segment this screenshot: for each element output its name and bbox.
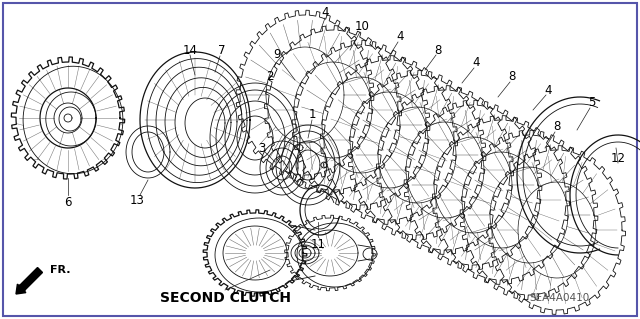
Text: 4: 4 [321,6,329,19]
Text: 8: 8 [554,121,561,133]
Text: 8: 8 [508,70,516,84]
FancyArrow shape [16,268,42,294]
Text: 5: 5 [588,97,596,109]
Text: SECOND CLUTCH: SECOND CLUTCH [159,291,291,305]
Text: 6: 6 [64,196,72,209]
Text: 7: 7 [218,43,226,56]
Text: 1: 1 [308,108,316,122]
Text: 4: 4 [472,56,480,70]
Text: 8: 8 [435,43,442,56]
Text: 13: 13 [129,195,145,207]
Text: 4: 4 [544,84,552,97]
Text: 4: 4 [396,31,404,43]
Text: 9: 9 [273,48,281,62]
Text: FR.: FR. [50,265,70,275]
Text: 12: 12 [611,152,625,165]
Text: 2: 2 [266,70,274,84]
Text: 10: 10 [355,20,369,33]
Text: 11: 11 [310,238,326,250]
Text: 14: 14 [182,43,198,56]
Text: 3: 3 [259,142,266,154]
Text: SEA4A0410: SEA4A0410 [530,293,590,303]
